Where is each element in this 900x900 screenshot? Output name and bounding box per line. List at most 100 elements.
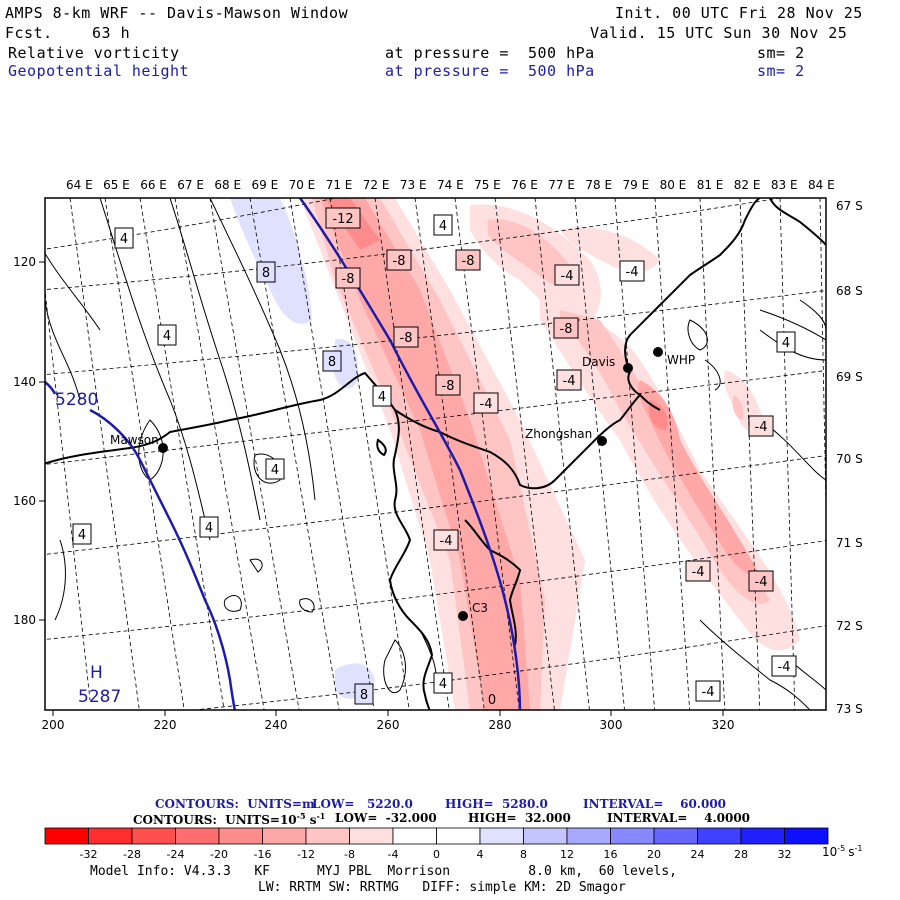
height-contour-low: LOW= 5220.0 — [312, 797, 413, 811]
latitude-label: 72 S — [836, 619, 863, 633]
color-bar-label: 32 — [778, 848, 792, 861]
height-contour-label: 5280 — [55, 390, 98, 410]
color-bar-swatch — [436, 827, 481, 845]
station-dot-mawson — [158, 443, 168, 453]
color-bar-label: 0 — [433, 848, 440, 861]
forecast-label: Fcst. — [5, 24, 53, 42]
vorticity-contour-low: LOW= -32.000 — [335, 811, 437, 825]
latitude-labels: 67 S 68 S 69 S 70 S 71 S 72 S 73 S — [836, 199, 863, 716]
x-tick-label: 300 — [600, 718, 623, 732]
y-tick-label: 120 — [13, 255, 36, 269]
longitude-label: 64 E — [66, 178, 93, 192]
contour-label-zero: 0 — [488, 693, 496, 708]
y-tick-label: 180 — [13, 613, 36, 627]
contour-label-text: 4 — [271, 463, 279, 478]
contour-label: 4 — [433, 214, 453, 236]
color-bar-swatch — [784, 827, 829, 845]
station-label-mawson: Mawson — [110, 433, 159, 447]
color-bar-swatch — [218, 827, 263, 845]
longitude-label: 65 E — [103, 178, 130, 192]
contour-label-text: 8 — [328, 355, 336, 370]
high-pressure-marker: H — [90, 663, 103, 683]
contour-label-text: -4 — [778, 660, 791, 675]
longitude-label: 82 E — [734, 178, 761, 192]
color-bar-swatch — [479, 827, 524, 845]
color-bar-label: 12 — [560, 848, 574, 861]
station-label-zhongshan: Zhongshan — [525, 427, 592, 441]
contour-label-text: 4 — [782, 336, 790, 351]
contour-label-text: -4 — [755, 575, 768, 590]
contour-label-text: 4 — [378, 390, 386, 405]
contour-label: -4 — [433, 529, 459, 551]
map-title: AMPS 8-km WRF -- Davis-Mawson Window — [5, 4, 349, 22]
longitude-label: 66 E — [140, 178, 167, 192]
contour-label: 4 — [776, 331, 796, 353]
vorticity-contour-interval: INTERVAL= 4.0000 — [607, 811, 751, 825]
vorticity-contour-high: HIGH= 32.000 — [468, 811, 571, 825]
longitude-label: 77 E — [548, 178, 575, 192]
longitude-label: 76 E — [511, 178, 538, 192]
x-tick-label: 220 — [154, 718, 177, 732]
color-bar-labels: -32 -28 -24 -20 -16 -12 -8 -4 0 4 8 12 16 20 24 28 32 — [80, 848, 792, 861]
x-tick-label: 320 — [712, 718, 735, 732]
contour-label: -8 — [455, 249, 481, 271]
contour-label: -4 — [556, 369, 582, 391]
contour-label: -4 — [473, 392, 499, 414]
field-1-name: Relative vorticity — [8, 44, 180, 62]
y-tick-labels: 120 140 160 180 — [13, 255, 36, 627]
color-bar-label: -8 — [344, 848, 355, 861]
longitude-label: 83 E — [771, 178, 798, 192]
axis-ticks — [39, 261, 724, 716]
contour-label-text: -8 — [342, 272, 355, 287]
field-1-pressure: at pressure = 500 hPa — [385, 44, 595, 62]
contour-label-text: 4 — [439, 219, 447, 234]
x-tick-label: 200 — [42, 718, 65, 732]
station-label-whp: WHP — [667, 353, 695, 367]
longitude-label: 74 E — [437, 178, 464, 192]
station-label-davis: Davis — [582, 355, 615, 369]
height-contour-units: CONTOURS: UNITS=m — [155, 797, 315, 811]
contour-label: 4 — [72, 523, 92, 545]
color-bar-label: 4 — [477, 848, 484, 861]
color-bar-swatch — [305, 827, 350, 845]
contour-label-text: 8 — [360, 688, 368, 703]
contour-label-text: -8 — [560, 322, 573, 337]
contour-label-text: -8 — [462, 254, 475, 269]
longitude-label: 67 E — [177, 178, 204, 192]
colorbar-unit: 10-5 s-1 — [822, 844, 863, 859]
contour-label-text: -8 — [442, 379, 455, 394]
color-bar-label: 20 — [647, 848, 661, 861]
color-bar-swatch — [175, 827, 220, 845]
contour-label: -4 — [554, 264, 580, 286]
color-bar-label: 16 — [604, 848, 618, 861]
longitude-label: 70 E — [289, 178, 316, 192]
contour-label: -8 — [335, 267, 361, 289]
contour-label: -4 — [748, 570, 774, 592]
map-plot-area: -12 -8 -8 -8 -8 -8 — [45, 198, 826, 710]
contour-label: 8 — [256, 261, 276, 283]
latitude-label: 70 S — [836, 452, 863, 466]
color-bar-swatch — [610, 827, 655, 845]
longitude-label: 79 E — [623, 178, 650, 192]
color-bar — [44, 827, 829, 845]
y-tick-label: 140 — [13, 375, 36, 389]
latitude-label: 71 S — [836, 536, 863, 550]
contour-label-text: -4 — [626, 265, 639, 280]
contour-label: 4 — [199, 516, 219, 538]
color-bar-label: 8 — [520, 848, 527, 861]
color-bar-swatch — [697, 827, 742, 845]
color-bar-swatch — [349, 827, 394, 845]
contour-label: -8 — [553, 317, 579, 339]
longitude-label: 71 E — [326, 178, 353, 192]
color-bar-swatch — [392, 827, 437, 845]
color-bar-swatch — [44, 827, 89, 845]
contour-label-text: -8 — [400, 331, 413, 346]
contour-label: 8 — [322, 350, 342, 372]
color-bar-swatch — [131, 827, 176, 845]
x-tick-label: 240 — [265, 718, 288, 732]
model-info: Model Info: V4.3.3 KF MYJ PBL Morrison 8… — [90, 864, 677, 879]
vorticity-contour-units: CONTOURS: UNITS=10-5 s-1 — [133, 811, 326, 827]
color-bar-label: -32 — [80, 848, 98, 861]
color-bar-swatch — [653, 827, 698, 845]
